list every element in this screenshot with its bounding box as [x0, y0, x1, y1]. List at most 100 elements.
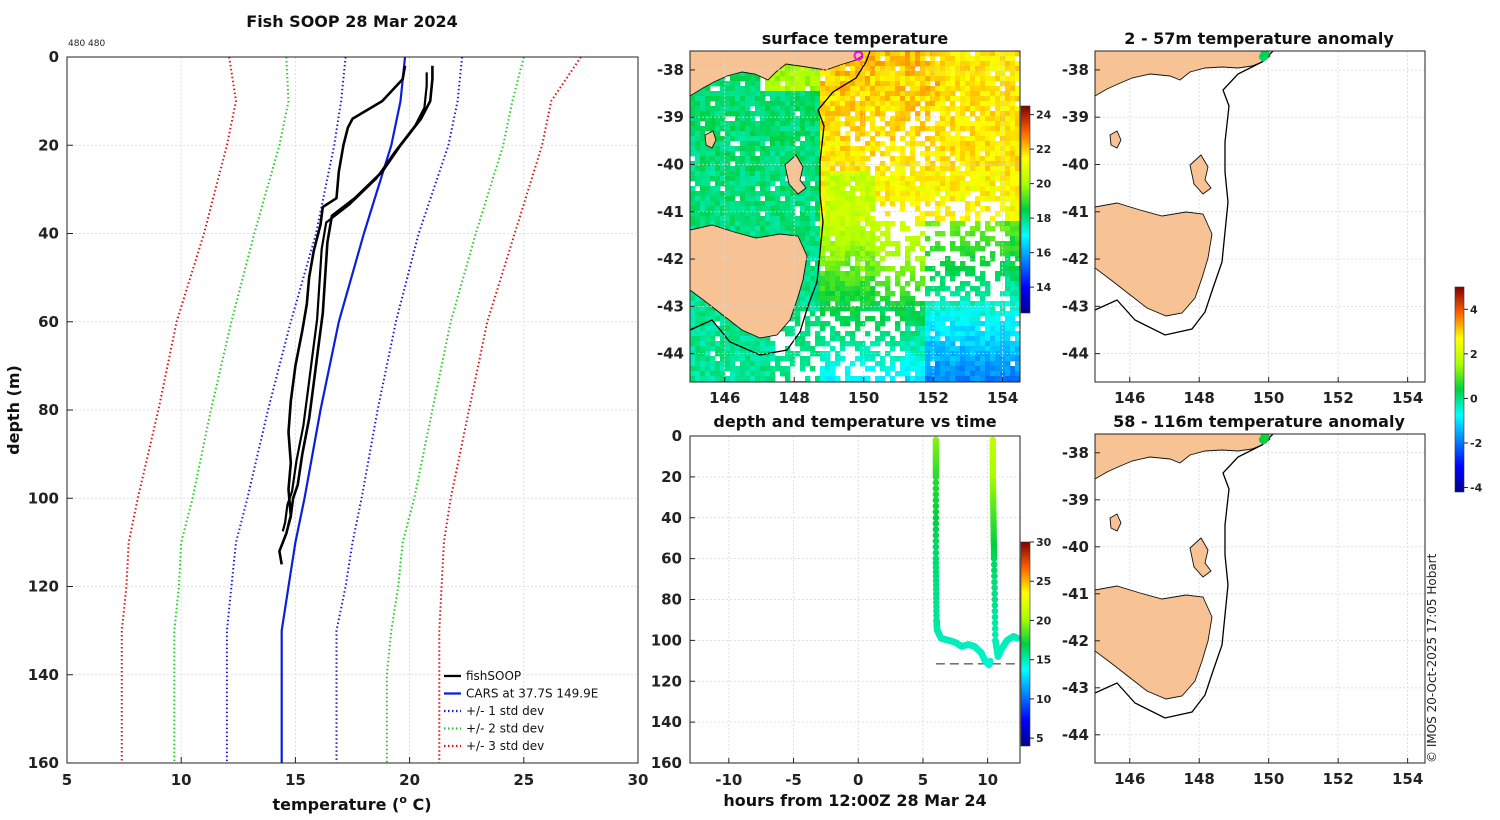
- sst-cell: [885, 96, 891, 102]
- sst-cell: [820, 281, 826, 287]
- profile-xtick-label: 20: [399, 771, 420, 789]
- sst-cell: [705, 196, 711, 202]
- sst-cell: [745, 111, 751, 117]
- sst-cell: [740, 226, 746, 232]
- sst-cell: [705, 91, 711, 97]
- sst-cell: [950, 176, 956, 182]
- sst-cell: [855, 71, 861, 77]
- sst-cell: [995, 211, 1001, 217]
- sst-cell: [840, 171, 846, 177]
- sst-cell: [1015, 321, 1020, 327]
- sst-cell: [835, 286, 841, 292]
- sst-cell: [980, 86, 986, 92]
- sst-cell: [1015, 331, 1020, 337]
- sst-cell: [790, 201, 796, 207]
- sst-cell: [740, 366, 746, 372]
- sst-cell: [745, 141, 751, 147]
- sst-cell: [990, 376, 996, 382]
- sst-cell: [810, 126, 816, 132]
- sst-cell: [765, 226, 771, 232]
- sst-cell: [845, 201, 851, 207]
- sst-cell: [870, 306, 876, 312]
- sst-cell: [870, 96, 876, 102]
- sst-cell: [890, 131, 896, 137]
- sst-cell: [880, 101, 886, 107]
- sst-cell: [850, 336, 856, 342]
- sst-cell: [690, 201, 696, 207]
- sst-cell: [980, 231, 986, 237]
- sst-cell: [885, 331, 891, 337]
- sst-cell: [1015, 251, 1020, 257]
- sst-cell: [770, 151, 776, 157]
- sst-cell: [860, 126, 866, 132]
- sst-cell: [995, 316, 1001, 322]
- sst-cell: [1000, 136, 1006, 142]
- sst-cell: [805, 221, 811, 227]
- sst-cell: [915, 326, 921, 332]
- sst-cell: [960, 136, 966, 142]
- sst-cell: [940, 131, 946, 137]
- sst-cell: [690, 306, 696, 312]
- sst-cell: [845, 146, 851, 152]
- sst-cell: [790, 331, 796, 337]
- sst-cell: [810, 241, 816, 247]
- sst-cell: [840, 151, 846, 157]
- sst-cell: [965, 291, 971, 297]
- sst-cell: [935, 356, 941, 362]
- sst-cell: [775, 136, 781, 142]
- sst-cell: [765, 121, 771, 127]
- sst-cell: [725, 86, 731, 92]
- sst-cell: [860, 361, 866, 367]
- sst-cell: [1010, 371, 1016, 377]
- sst-cell: [690, 161, 696, 167]
- sst-cell: [785, 156, 791, 162]
- sst-cell: [855, 256, 861, 262]
- sst-cell: [830, 311, 836, 317]
- sst-cell: [890, 96, 896, 102]
- sst-cell: [815, 196, 821, 202]
- sst-cell: [900, 76, 906, 82]
- sst-cell: [1015, 226, 1020, 232]
- sst-cell: [950, 186, 956, 192]
- sst-cell: [690, 146, 696, 152]
- sst-cell: [955, 306, 961, 312]
- sst-cell: [1005, 171, 1011, 177]
- sst-cell: [880, 316, 886, 322]
- sst-cell: [955, 106, 961, 112]
- sst-cell: [900, 66, 906, 72]
- sst-cell: [1015, 76, 1020, 82]
- sst-cell: [745, 176, 751, 182]
- sst-cell: [940, 126, 946, 132]
- sst-cell: [990, 336, 996, 342]
- sst-cell: [735, 121, 741, 127]
- sst-cell: [1000, 311, 1006, 317]
- sst-cell: [785, 101, 791, 107]
- sst-cell: [865, 96, 871, 102]
- sst-cell: [755, 176, 761, 182]
- sst-cell: [725, 121, 731, 127]
- sst-cell: [890, 101, 896, 107]
- sst-cell: [860, 231, 866, 237]
- sst-cell: [925, 156, 931, 162]
- sst-cell: [750, 171, 756, 177]
- sst-cell: [700, 191, 706, 197]
- sst-cell: [720, 356, 726, 362]
- sst-cell: [855, 231, 861, 237]
- sst-cell: [800, 346, 806, 352]
- sst-cell: [800, 91, 806, 97]
- sst-cell: [860, 346, 866, 352]
- sst-cell: [980, 206, 986, 212]
- sst-cell: [850, 121, 856, 127]
- sst-cell: [770, 346, 776, 352]
- sst-cell: [820, 341, 826, 347]
- sst-cell: [750, 136, 756, 142]
- sst-cell: [770, 366, 776, 372]
- sst-cell: [975, 76, 981, 82]
- sst-cell: [700, 376, 706, 382]
- sst-cell: [890, 266, 896, 272]
- sst-cell: [860, 241, 866, 247]
- sst-cell: [845, 211, 851, 217]
- sst-cell: [975, 336, 981, 342]
- sst-cell: [970, 106, 976, 112]
- sst-cell: [810, 136, 816, 142]
